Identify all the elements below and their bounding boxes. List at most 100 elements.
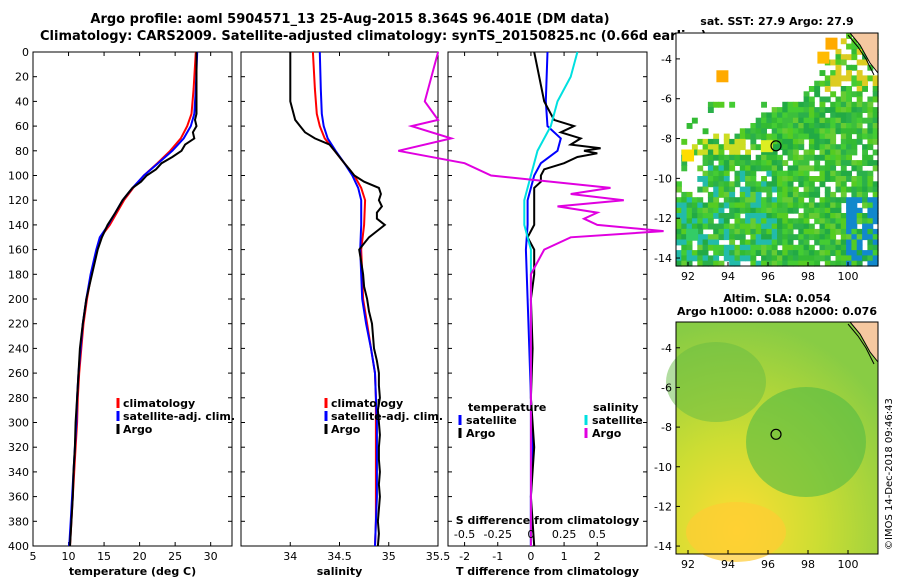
sst-cell (723, 191, 730, 198)
sst-cell (734, 234, 741, 241)
y-tick-label: 300 (8, 417, 29, 430)
sst-cell (760, 140, 773, 153)
sst-cell (771, 133, 778, 140)
sst-cell (846, 207, 852, 214)
sst-cell (750, 144, 757, 151)
sst-cell (792, 117, 799, 124)
secondary-x-tick-label: -0.25 (484, 528, 512, 541)
sst-cell (792, 128, 799, 135)
sst-cell (718, 218, 725, 225)
sst-cell (867, 213, 874, 219)
sst-cell (835, 255, 842, 262)
sst-cell (681, 244, 688, 251)
sst-cell (803, 107, 810, 113)
sst-cell (729, 223, 736, 230)
sst-cell (697, 176, 704, 182)
sst-cell (750, 160, 757, 166)
sst-cell (814, 191, 821, 198)
sst-cell (734, 255, 741, 262)
sst-cell (814, 128, 821, 135)
sst-cell (856, 239, 863, 246)
sst-cell (808, 255, 815, 262)
sst-cell (761, 186, 767, 193)
sst-cell (824, 154, 831, 161)
sst-cell (782, 218, 789, 225)
sst-cell (750, 250, 757, 256)
sst-cell (862, 101, 868, 108)
sst-cell (856, 117, 863, 124)
sst-cell (824, 218, 831, 225)
sst-cell (745, 202, 751, 209)
map-x-tick-label: 100 (838, 558, 859, 571)
sst-cell (814, 218, 821, 225)
sst-cell (840, 176, 847, 182)
legend-label: Argo (123, 423, 153, 436)
sst-cell (755, 181, 762, 188)
sst-cell (819, 176, 826, 182)
sst-cell (681, 213, 688, 219)
sst-cell (814, 91, 821, 98)
sst-cell (835, 48, 842, 55)
x-tick-label: 0 (527, 550, 534, 563)
sst-cell (755, 123, 762, 129)
sst-cell (814, 255, 821, 262)
sst-cell (750, 228, 757, 235)
sst-cell (824, 207, 831, 214)
figure-title-line-1: Argo profile: aoml 5904571_13 25-Aug-201… (90, 12, 610, 27)
sst-cell (846, 202, 852, 209)
sst-cell (766, 123, 773, 129)
sst-cell (856, 128, 863, 135)
sst-cell (808, 197, 815, 204)
sst-cell (856, 181, 863, 188)
sst-cell (707, 260, 714, 267)
sst-cell (814, 133, 821, 140)
sst-cell (739, 218, 746, 225)
sst-cell (824, 128, 831, 135)
sst-cell (840, 133, 847, 140)
sst-cell (761, 255, 767, 262)
y-tick-label: 200 (8, 293, 29, 306)
sst-cell (814, 176, 821, 182)
sst-cell (702, 186, 709, 193)
sst-cell (824, 160, 831, 166)
sst-cell (840, 181, 847, 188)
sst-cell (835, 207, 842, 214)
sst-cell (707, 165, 714, 172)
sst-cell (766, 133, 773, 140)
sst-cell (819, 213, 826, 219)
sst-cell (808, 244, 815, 251)
sst-cell (840, 112, 847, 119)
sst-cell (824, 133, 831, 140)
sst-cell (681, 160, 688, 166)
sst-cell (814, 186, 821, 193)
sst-cell (723, 228, 730, 235)
sst-cell (787, 133, 794, 140)
sst-cell (808, 250, 815, 256)
sst-cell (702, 234, 709, 241)
sst-cell (745, 239, 751, 246)
y-tick-label: 320 (8, 441, 29, 454)
y-tick-label: 260 (8, 367, 29, 380)
sst-cell (814, 107, 821, 113)
sst-cell (691, 218, 698, 225)
sst-cell (851, 75, 858, 82)
sst-cell (814, 260, 821, 267)
sst-cell (707, 197, 714, 204)
sst-cell (824, 186, 831, 193)
sst-cell (707, 191, 714, 198)
legend-heading-temperature: temperature (468, 401, 546, 414)
legend-label: satellite-adj. clim. (331, 410, 443, 423)
sst-cell (846, 117, 852, 124)
sst-cell (808, 138, 815, 145)
sst-cell (766, 112, 773, 119)
map-y-tick-label: -14 (654, 252, 672, 265)
sst-cell (851, 149, 858, 156)
sst-cell (862, 186, 868, 193)
sst-cell (777, 202, 783, 209)
sst-cell (867, 223, 874, 230)
map-x-tick-label: 94 (721, 270, 735, 283)
sst-cell (824, 213, 831, 219)
sst-cell (798, 117, 805, 124)
secondary-x-tick-label: 0.25 (552, 528, 577, 541)
sst-cell (851, 80, 858, 87)
